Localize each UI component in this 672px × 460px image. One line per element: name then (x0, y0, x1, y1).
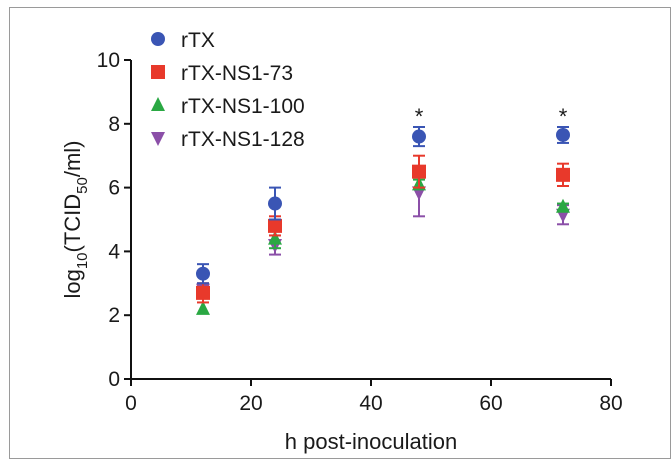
legend-item: rTX-NS1-100 (151, 95, 305, 118)
y-tick-label: 10 (97, 49, 120, 72)
y-tick-label: 4 (108, 240, 120, 263)
significance-marker: * (559, 104, 568, 129)
y-tick-label: 2 (108, 304, 120, 327)
series-rtx-ns1-73 (196, 154, 570, 304)
annotation-layer: * * (415, 104, 568, 129)
x-tick-label: 0 (125, 392, 137, 415)
data-point (412, 164, 426, 179)
data-point (556, 167, 570, 182)
legend-item: rTX-NS1-128 (151, 128, 305, 151)
x-tick-label: 60 (479, 392, 502, 415)
y-axis-title-mid: (TCID (60, 194, 85, 253)
legend-label: rTX-NS1-73 (181, 62, 293, 85)
data-point (556, 127, 570, 142)
legend-label: rTX-NS1-128 (181, 128, 305, 151)
legend-marker (151, 32, 165, 46)
y-axis-title-base: log (60, 269, 85, 298)
y-ticks: 0 2 4 6 8 10 (97, 49, 131, 391)
x-ticks: 0 20 40 60 80 (125, 379, 623, 415)
data-point (268, 196, 282, 211)
x-tick-label: 20 (239, 392, 262, 415)
data-point (556, 198, 570, 213)
x-tick-label: 80 (599, 392, 622, 415)
x-tick-label: 40 (359, 392, 382, 415)
legend-marker (151, 65, 165, 79)
series-rtx-ns1-128 (196, 167, 570, 298)
y-axis-title-sub1: 10 (74, 252, 91, 269)
y-axis-title-end: /ml) (60, 140, 85, 177)
data-point (268, 230, 282, 245)
series-rtx-ns1-100 (196, 176, 570, 315)
series-layer (196, 125, 570, 315)
legend-label: rTX (181, 29, 215, 52)
x-axis-title: h post-inoculation (285, 429, 457, 454)
y-tick-label: 0 (108, 368, 120, 391)
legend-item: rTX (151, 29, 215, 52)
series-rtx (196, 125, 570, 285)
data-point (412, 129, 426, 144)
legend: rTX rTX-NS1-73 rTX-NS1-100 rTX-NS1-128 (151, 29, 305, 151)
data-point (196, 266, 210, 281)
y-tick-label: 8 (108, 113, 120, 136)
y-axis-title: log10(TCID50/ml) (60, 140, 91, 298)
legend-item: rTX-NS1-73 (151, 62, 293, 85)
data-point (268, 218, 282, 233)
y-tick-label: 6 (108, 177, 120, 200)
data-point (196, 300, 210, 315)
legend-marker (151, 97, 165, 111)
significance-marker: * (415, 104, 424, 129)
legend-label: rTX-NS1-100 (181, 95, 305, 118)
y-axis-title-sub2: 50 (74, 177, 91, 194)
data-point (196, 285, 210, 300)
chart-frame (9, 7, 671, 459)
legend-marker (151, 132, 165, 146)
